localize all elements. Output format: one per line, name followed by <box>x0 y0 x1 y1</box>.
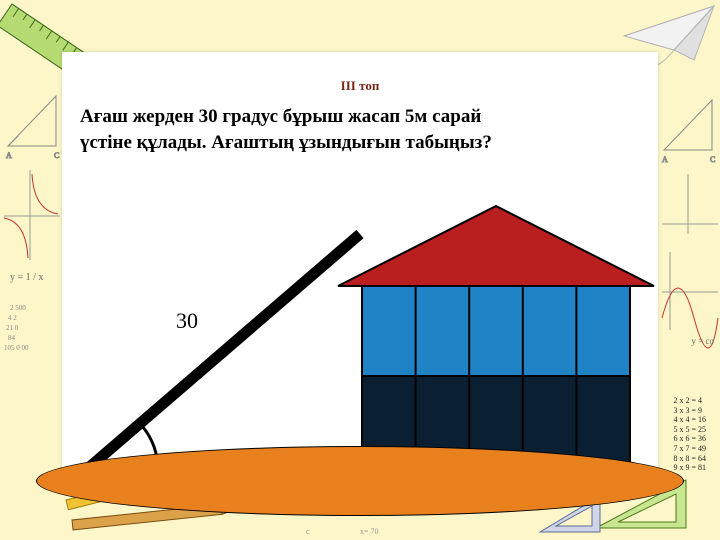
mult-row: 9 x 9 = 81 <box>673 463 706 473</box>
house-roof <box>338 206 654 286</box>
bottom-ellipse <box>36 446 684 516</box>
house <box>362 282 630 470</box>
mult-row: 6 x 6 = 36 <box>673 434 706 444</box>
angle-label: 30 <box>176 308 198 334</box>
svg-text:x= 70: x= 70 <box>360 527 379 536</box>
problem-text: Ағаш жерден 30 градус бұрыш жасап 5м сар… <box>80 104 520 155</box>
svg-text:A: A <box>6 151 12 160</box>
svg-text:C: C <box>710 155 715 164</box>
svg-text:21 0: 21 0 <box>6 324 19 332</box>
mult-row: 7 x 7 = 49 <box>673 444 706 454</box>
tree-log <box>86 234 360 470</box>
svg-text:2 500: 2 500 <box>10 304 26 312</box>
mult-row: 3 x 3 = 9 <box>673 406 706 416</box>
svg-text:A: A <box>662 155 668 164</box>
geometry-scene <box>62 172 658 488</box>
main-panel: III топ Ағаш жерден 30 градус бұрыш жаса… <box>62 52 658 488</box>
mult-row: 8 x 8 = 64 <box>673 454 706 464</box>
slide-page: A C 2 500 4 2 21 0 84 105 0 00 A C <box>0 0 720 540</box>
svg-text:4 2: 4 2 <box>8 314 17 322</box>
multiplication-table: 2 x 2 = 4 3 x 3 = 9 4 x 4 = 16 5 x 5 = 2… <box>673 396 706 473</box>
group-label: III топ <box>62 78 658 94</box>
mult-row: 4 x 4 = 16 <box>673 415 706 425</box>
svg-text:c: c <box>306 527 310 536</box>
side-label-y-1-x: y = 1 / x <box>10 272 43 283</box>
svg-text:C: C <box>54 151 59 160</box>
svg-text:105 0 00: 105 0 00 <box>4 344 29 352</box>
svg-text:84: 84 <box>8 334 16 342</box>
mult-row: 2 x 2 = 4 <box>673 396 706 406</box>
side-label-y-cos: y = co <box>691 336 714 346</box>
mult-row: 5 x 5 = 25 <box>673 425 706 435</box>
